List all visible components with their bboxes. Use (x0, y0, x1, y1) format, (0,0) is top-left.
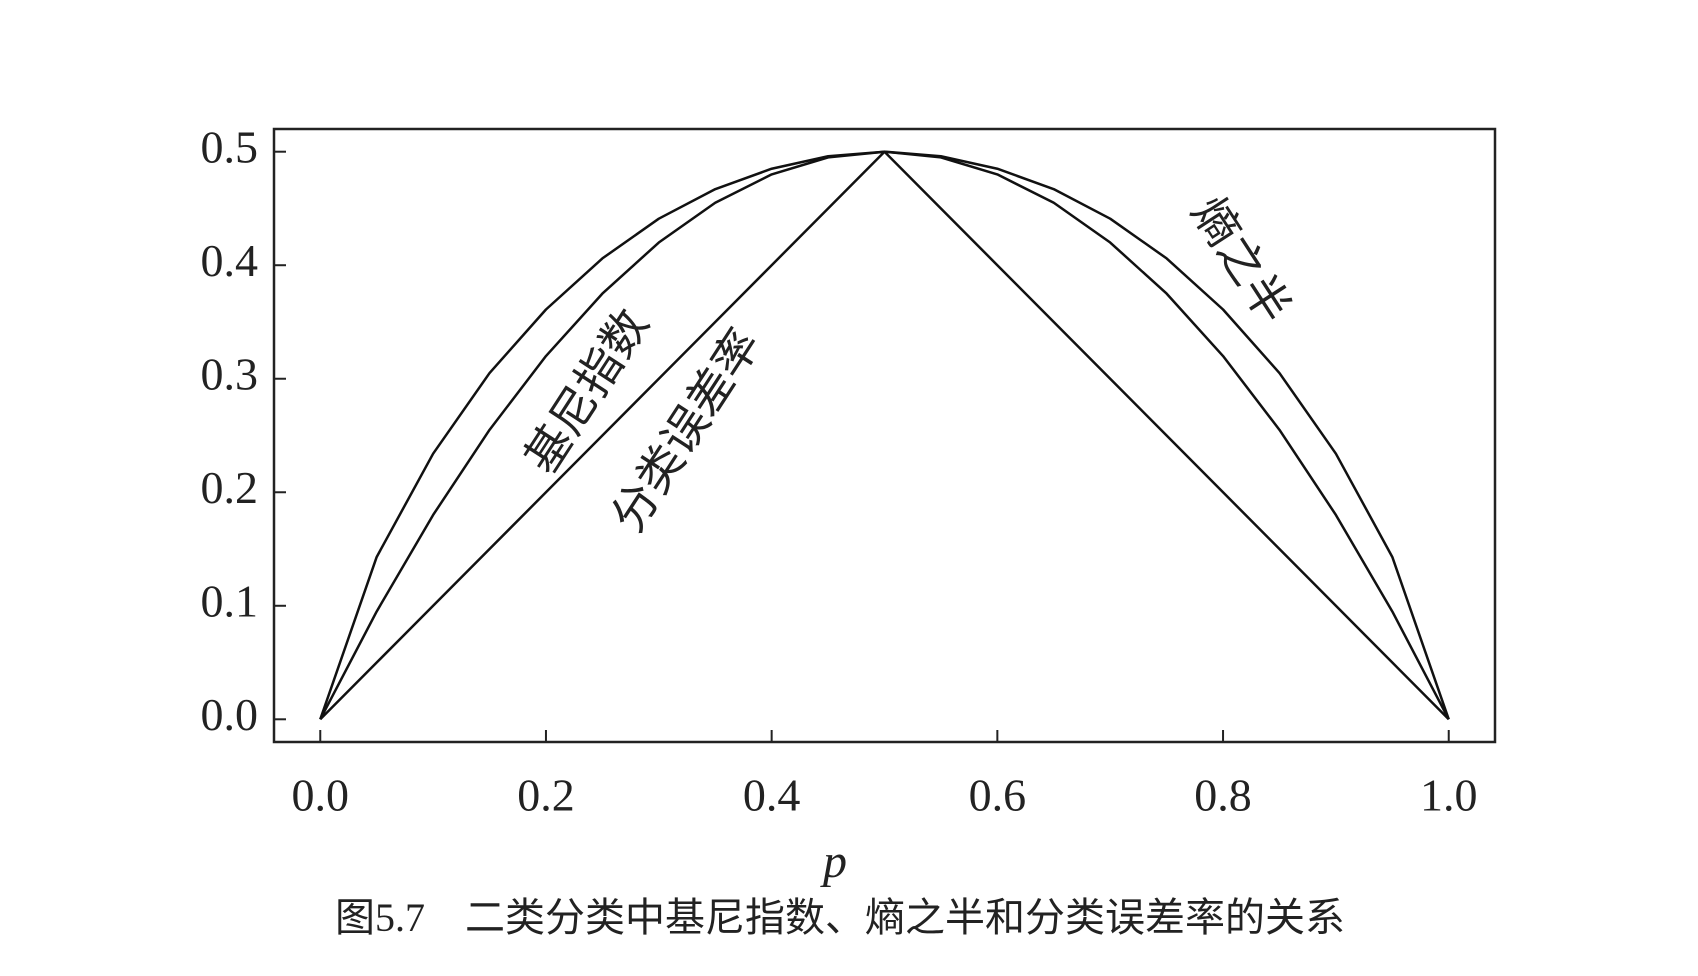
line (319, 150, 1450, 720)
x-tick-label: 0.4 (743, 770, 801, 821)
y-tick-label: 0.4 (201, 235, 259, 286)
y-tick-label: 0.5 (201, 121, 259, 172)
curve-label: 基尼指数 (515, 300, 658, 482)
x-tick-label: 0.6 (969, 770, 1027, 821)
x-axis-label: p (820, 835, 847, 888)
caption: 图5.7 二类分类中基尼指数、熵之半和分类误差率的关系 (335, 895, 1345, 940)
y-tick-label: 0.1 (201, 575, 259, 626)
y-tick-label: 0.3 (201, 348, 259, 399)
y-tick-label: 0.2 (201, 462, 259, 513)
line (319, 150, 1450, 721)
y-tick-label: 0.0 (201, 689, 259, 740)
x-tick-label: 1.0 (1420, 770, 1478, 821)
x-tick-label: 0.0 (292, 770, 350, 821)
x-tick-label: 0.2 (517, 770, 575, 821)
curve-label: 熵之半 (1182, 189, 1300, 333)
x-tick-label: 0.8 (1194, 770, 1252, 821)
line (319, 150, 1450, 720)
plot-frame (272, 127, 1497, 744)
